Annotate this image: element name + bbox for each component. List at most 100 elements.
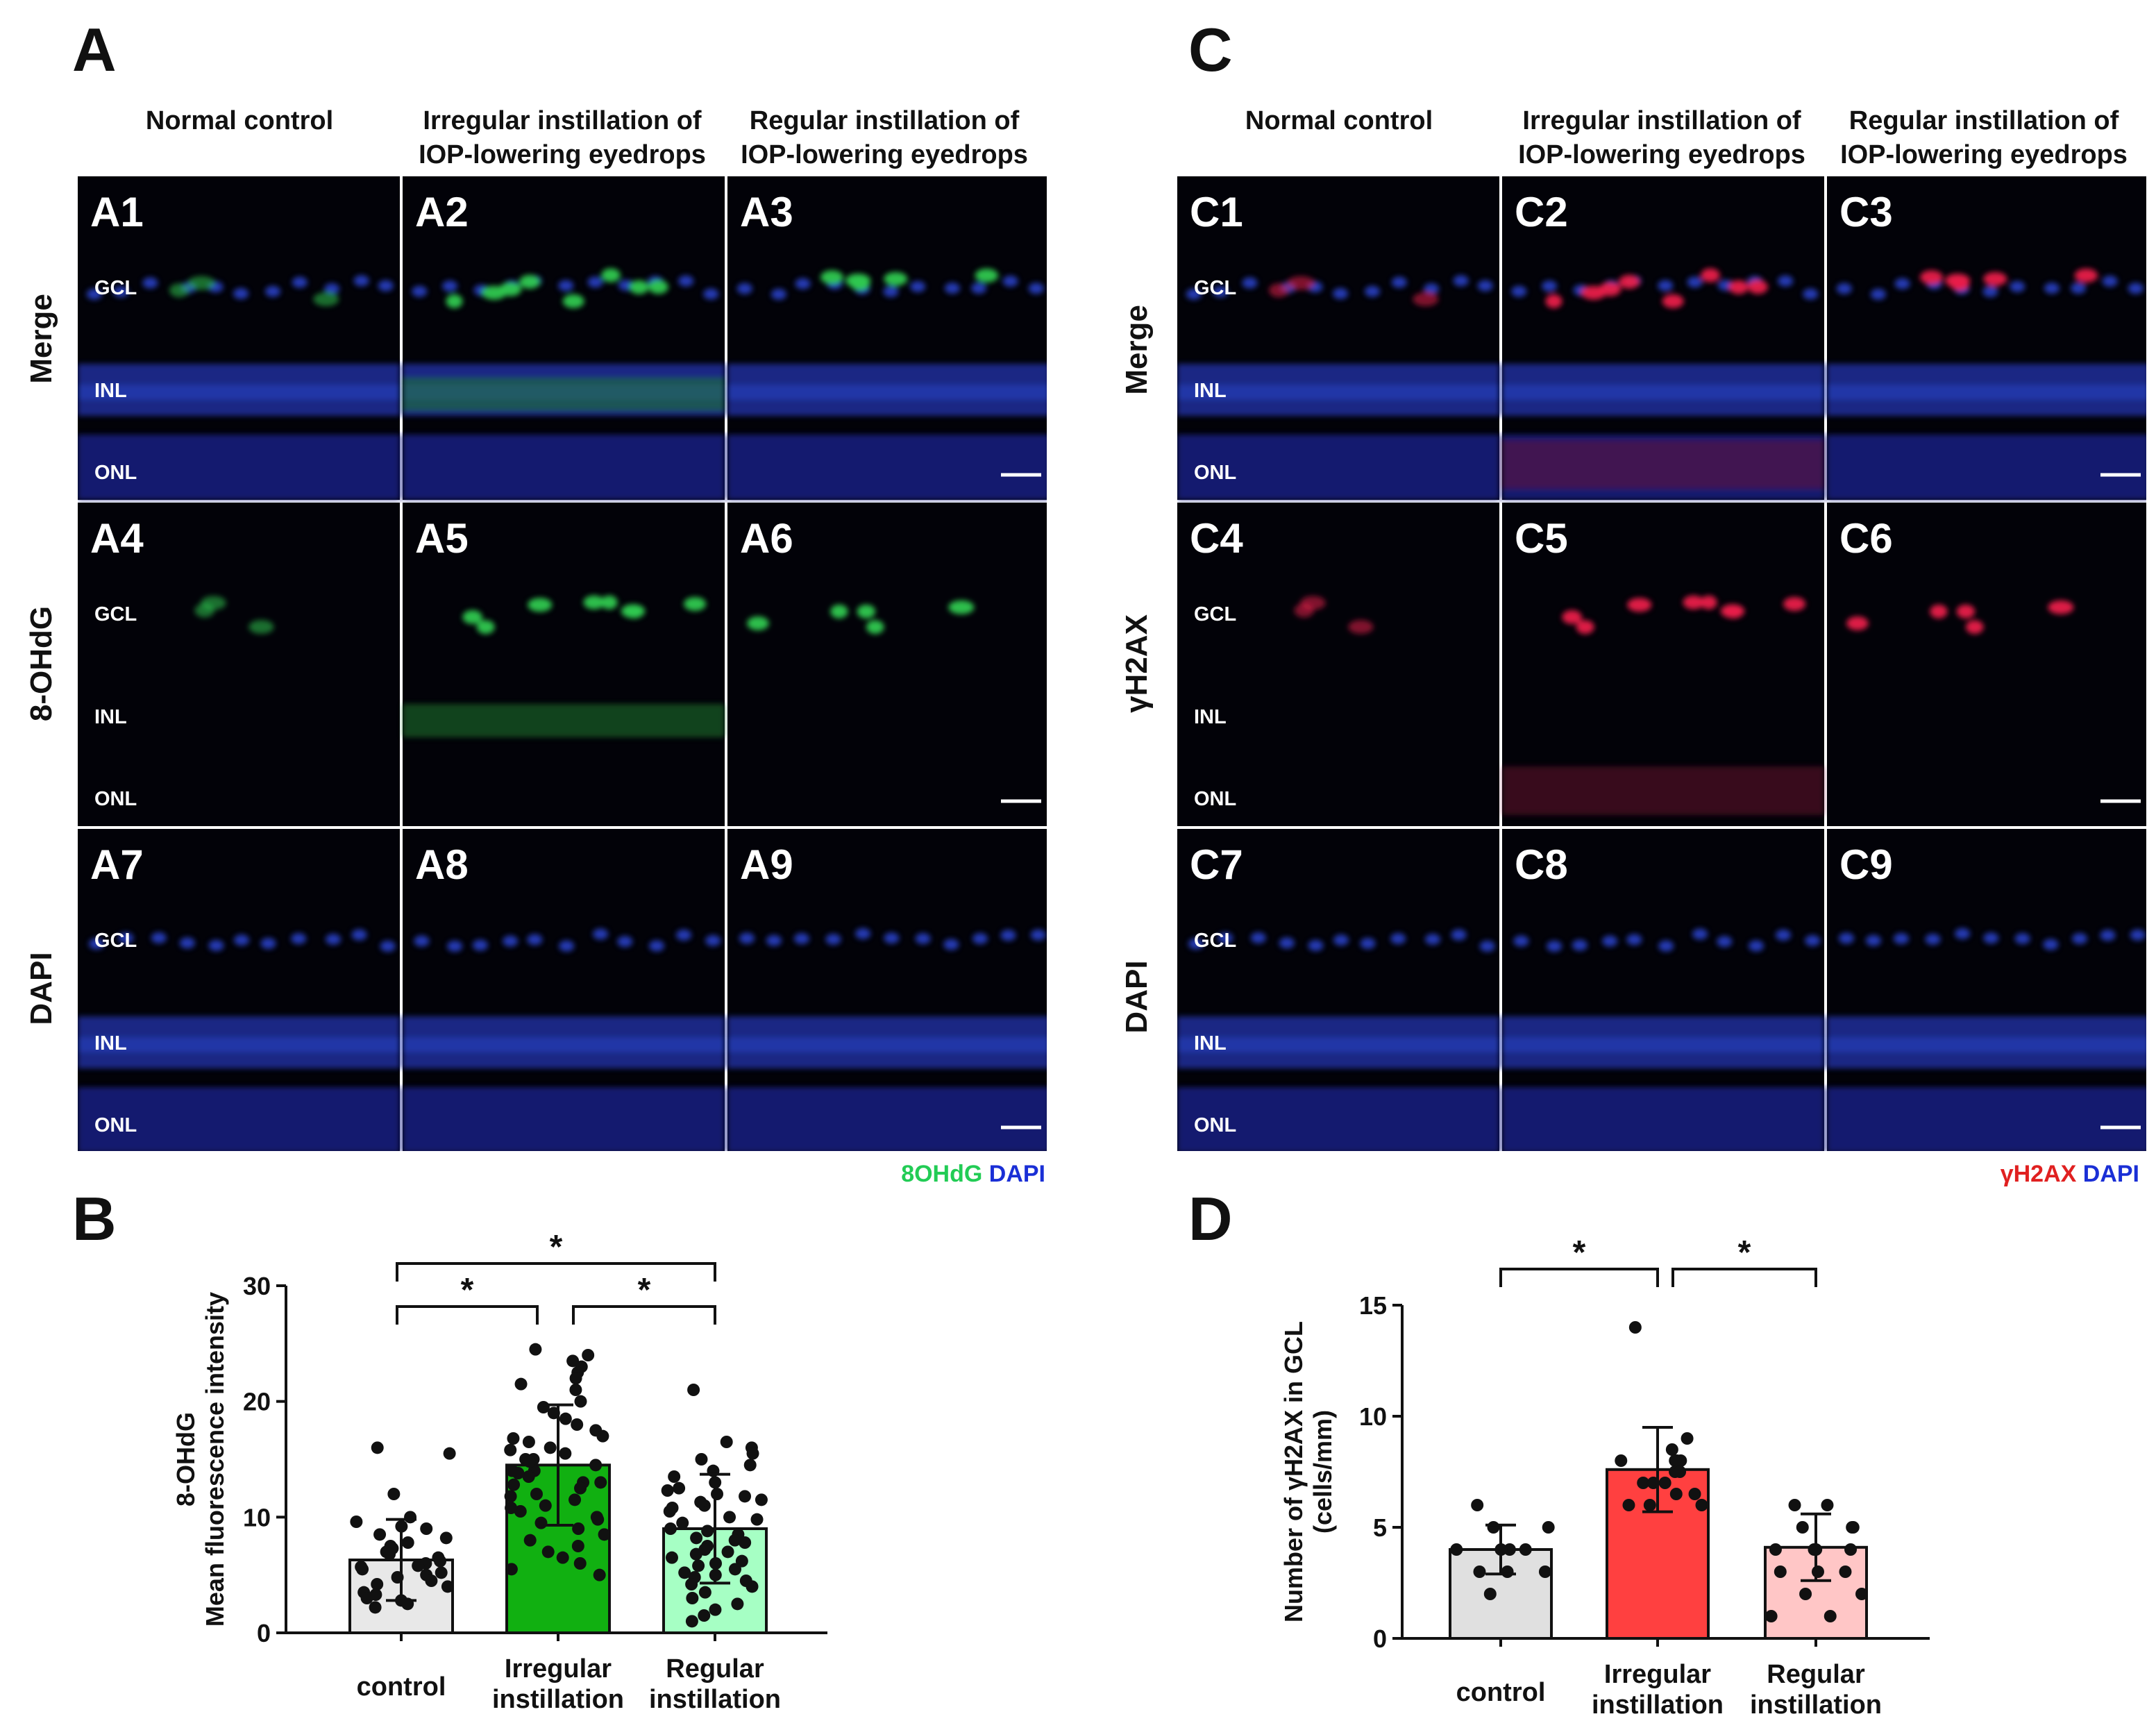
data-point <box>1846 1521 1860 1534</box>
micrograph-tile: C5 <box>1502 503 1824 826</box>
data-point <box>668 1470 681 1483</box>
data-point <box>569 1493 582 1506</box>
chart-d: 0 5 10 15 Number of γH2AX in GCL (cells/mm) co… <box>1279 1234 1930 1720</box>
y-axis-label-line: 8-OHdG <box>171 1412 200 1506</box>
layer-label: ONL <box>94 1114 137 1136</box>
data-point <box>1519 1543 1532 1556</box>
data-point <box>673 1481 686 1495</box>
data-point <box>678 1566 691 1579</box>
layer-label: INL <box>94 706 127 728</box>
data-point <box>435 1566 448 1579</box>
tile-label: A1 <box>90 189 144 235</box>
data-point <box>661 1484 674 1497</box>
data-point <box>664 1522 677 1535</box>
x-tick-label: control <box>1456 1678 1546 1707</box>
layer-label: INL <box>1194 380 1227 402</box>
svg-text:Irregular: Irregular <box>1604 1660 1711 1689</box>
data-point <box>573 1557 587 1570</box>
data-point <box>1788 1499 1801 1511</box>
data-point <box>746 1580 759 1593</box>
significance-label: * <box>1738 1234 1751 1271</box>
tile-label: A5 <box>415 515 469 562</box>
data-point <box>1688 1488 1701 1500</box>
col-header-normal-control: Normal control <box>145 106 334 135</box>
data-point <box>1637 1477 1650 1489</box>
legend-c-marker: γH2AX <box>2000 1161 2077 1187</box>
data-point <box>728 1534 741 1547</box>
col-header-irregular: Irregular instillation of IOP-lowering e… <box>419 106 706 169</box>
tile-label: C1 <box>1190 189 1243 235</box>
layer-label: INL <box>94 380 127 402</box>
significance-label: * <box>638 1272 651 1309</box>
tile-label: C3 <box>1839 189 1893 235</box>
micrograph-tile: A1 GCL INL ONL <box>78 176 400 500</box>
data-point <box>723 1511 736 1524</box>
data-point <box>530 1488 543 1500</box>
layer-label: INL <box>1194 706 1227 728</box>
data-point <box>1487 1521 1500 1534</box>
y-tick-label: 0 <box>257 1619 271 1647</box>
micrograph-tile: C3 <box>1827 176 2146 500</box>
data-point <box>1669 1454 1682 1467</box>
y-tick-label: 20 <box>243 1388 271 1416</box>
data-point <box>594 1476 607 1489</box>
data-point <box>665 1551 678 1564</box>
layer-label: ONL <box>1194 788 1236 810</box>
data-point <box>593 1568 606 1581</box>
svg-text:control: control <box>1456 1678 1546 1707</box>
data-point <box>666 1502 679 1514</box>
data-point <box>404 1511 417 1524</box>
svg-text:Regular: Regular <box>1767 1660 1865 1689</box>
data-point <box>1622 1499 1635 1511</box>
data-point <box>709 1603 722 1616</box>
data-point <box>1615 1454 1628 1467</box>
data-point <box>420 1522 433 1535</box>
data-point <box>572 1522 585 1535</box>
data-point <box>1695 1499 1708 1511</box>
legend-a-dapi: DAPI <box>988 1161 1045 1187</box>
tile-label: A4 <box>90 515 144 562</box>
data-point <box>534 1516 548 1529</box>
panel-letter-c: C <box>1188 15 1233 84</box>
data-point <box>371 1578 384 1590</box>
row-label-merge-c: Merge <box>1120 305 1154 395</box>
layer-label: GCL <box>94 603 137 626</box>
data-point <box>728 1563 741 1576</box>
layer-label: GCL <box>1194 603 1236 626</box>
data-point <box>689 1547 702 1561</box>
layer-label: GCL <box>1194 277 1236 299</box>
col-header-normal-control-c: Normal control <box>1245 106 1433 135</box>
data-point <box>1483 1588 1497 1600</box>
chart-b: 0 10 20 30 8-OHdG Mean fluorescence intensity… <box>171 1229 827 1714</box>
data-point <box>685 1578 698 1590</box>
svg-text:instillation: instillation <box>1592 1690 1724 1720</box>
data-point <box>685 1615 698 1628</box>
micrograph-grid-a: A1 GCL INL ONL A2 A3 A4 GCL INL ONL A5 A6 A7 GCL INL ON… <box>78 176 1047 1151</box>
data-point <box>731 1597 744 1611</box>
data-point <box>1473 1565 1486 1578</box>
row-label-gh2ax: γH2AX <box>1120 614 1154 713</box>
data-point <box>743 1459 757 1472</box>
micrograph-tile: C8 <box>1502 829 1824 1151</box>
data-point <box>698 1609 711 1622</box>
data-point <box>371 1441 384 1454</box>
data-point <box>1799 1588 1812 1600</box>
data-point <box>441 1580 454 1593</box>
data-point <box>504 1490 517 1503</box>
panel-letter-b: B <box>72 1184 117 1253</box>
significance-label: * <box>461 1272 474 1309</box>
data-point <box>582 1349 595 1361</box>
data-point <box>1669 1488 1683 1500</box>
tile-label: A8 <box>415 841 469 888</box>
panel-letter-d: D <box>1188 1184 1233 1253</box>
data-point <box>1643 1499 1656 1511</box>
y-axis-label-line: Number of γH2AX in GCL <box>1279 1321 1308 1622</box>
data-point <box>507 1478 521 1491</box>
data-point <box>755 1493 768 1506</box>
data-point <box>574 1395 587 1408</box>
data-point <box>690 1531 703 1545</box>
data-point <box>569 1384 582 1396</box>
data-point <box>559 1447 572 1460</box>
